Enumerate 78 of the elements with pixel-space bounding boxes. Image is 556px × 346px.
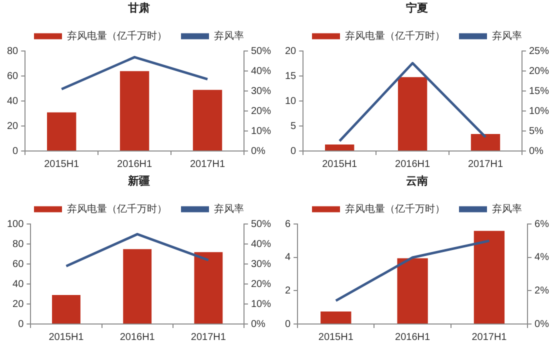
bar [123, 249, 152, 324]
y2-tick-label: 2% [534, 285, 550, 296]
x-tick-label: 2015H1 [318, 332, 354, 343]
bar [320, 312, 352, 324]
x-tick-label: 2017H1 [472, 332, 508, 343]
legend-label: 弃风电量（亿千万时） [67, 30, 167, 42]
y-tick-label: 5 [290, 120, 297, 132]
y2-tick-label: 15% [528, 86, 550, 97]
legend-label: 弃风率 [214, 202, 244, 215]
legend-label: 弃风电量（亿千万时） [345, 202, 445, 215]
bar [192, 90, 222, 150]
y2-tick-label: 10% [528, 106, 550, 117]
y2-tick-label: 20% [250, 278, 272, 290]
y2-tick-label: 20% [250, 106, 272, 117]
y-tick-label: 80 [12, 238, 24, 250]
y2-tick-label: 30% [250, 86, 272, 97]
y2-tick-label: 30% [250, 258, 272, 270]
y-tick-label: 15 [285, 70, 297, 82]
y-tick-label: 6 [285, 218, 291, 230]
bar [47, 112, 76, 150]
x-tick-label: 2017H1 [190, 332, 226, 343]
x-tick-label: 2015H1 [48, 332, 84, 343]
y2-tick-label: 10% [250, 126, 272, 137]
chart-title: 云南 [406, 174, 428, 188]
y-tick-label: 100 [6, 218, 24, 230]
y2-tick-label: 4% [534, 252, 550, 264]
y-tick-label: 0 [12, 146, 19, 157]
x-tick-label: 2017H1 [190, 158, 226, 170]
x-tick-label: 2016H1 [395, 332, 431, 343]
y2-tick-label: 50% [250, 46, 272, 57]
bar [52, 295, 80, 324]
x-tick-label: 2016H1 [395, 158, 431, 170]
x-tick-label: 2015H1 [322, 158, 358, 170]
y-tick-label: 4 [285, 252, 291, 264]
y-tick-label: 20 [285, 46, 297, 57]
x-tick-label: 2015H1 [44, 158, 80, 170]
y2-tick-label: 0% [250, 146, 266, 157]
chart-title: 甘肃 [127, 2, 150, 15]
chart-title: 宁夏 [406, 2, 428, 15]
y-tick-label: 20 [12, 298, 24, 310]
legend-label: 弃风率 [214, 30, 244, 42]
chart-title: 新疆 [127, 174, 150, 188]
x-tick-label: 2016H1 [120, 332, 156, 343]
y2-tick-label: 5% [528, 126, 544, 137]
x-tick-label: 2016H1 [117, 158, 153, 170]
y2-tick-label: 25% [528, 46, 550, 57]
y-tick-label: 60 [7, 70, 19, 82]
y-tick-label: 60 [12, 258, 24, 270]
y2-tick-label: 6% [534, 218, 550, 230]
bar [120, 71, 150, 150]
y2-tick-label: 0% [534, 318, 550, 330]
y-tick-label: 20 [7, 120, 19, 132]
y2-tick-label: 20% [528, 66, 550, 77]
y-tick-label: 10 [285, 96, 297, 107]
x-tick-label: 2017H1 [468, 158, 504, 170]
y-tick-label: 0 [290, 146, 297, 157]
legend-label: 弃风电量（亿千万时） [67, 202, 167, 215]
legend-label: 弃风率 [492, 202, 522, 215]
bar [397, 258, 428, 324]
y2-tick-label: 0% [528, 146, 544, 157]
y-tick-label: 40 [7, 96, 19, 107]
y2-tick-label: 50% [250, 218, 272, 230]
legend-label: 弃风电量（亿千万时） [345, 30, 445, 42]
y2-tick-label: 10% [250, 298, 272, 310]
bar [325, 144, 354, 150]
y-tick-label: 40 [12, 278, 24, 290]
bar [398, 77, 428, 150]
y-tick-label: 0 [18, 318, 24, 330]
y2-tick-label: 40% [250, 238, 272, 250]
y-tick-label: 2 [285, 285, 291, 296]
y-tick-label: 0 [285, 318, 291, 330]
bar [194, 252, 223, 324]
bar [470, 134, 500, 150]
legend-label: 弃风率 [492, 30, 522, 42]
y2-tick-label: 0% [250, 318, 266, 330]
bar [474, 230, 505, 324]
y-tick-label: 80 [7, 46, 19, 57]
y2-tick-label: 40% [250, 66, 272, 77]
